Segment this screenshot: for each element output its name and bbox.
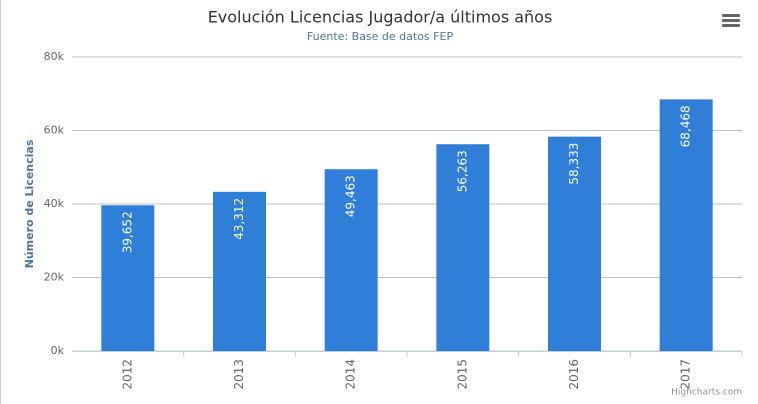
data-label: 56,263 bbox=[455, 150, 469, 192]
chart-title: Evolución Licencias Jugador/a últimos añ… bbox=[208, 8, 553, 27]
chart-subtitle: Fuente: Base de datos FEP bbox=[307, 30, 454, 43]
y-tick-label: 80k bbox=[44, 50, 65, 63]
x-tick-label: 2013 bbox=[232, 359, 246, 390]
y-axis-label: Número de Licencias bbox=[23, 139, 36, 268]
x-tick-label: 2012 bbox=[120, 359, 134, 390]
bar bbox=[659, 99, 713, 351]
bar bbox=[436, 144, 490, 351]
y-tick-label: 0k bbox=[51, 344, 65, 357]
data-label: 39,652 bbox=[120, 211, 134, 253]
y-tick-label: 40k bbox=[44, 197, 65, 210]
y-tick-label: 60k bbox=[44, 124, 65, 137]
data-label: 49,463 bbox=[344, 175, 358, 217]
x-tick-label: 2015 bbox=[455, 359, 469, 390]
x-tick-label: 2016 bbox=[567, 359, 581, 390]
credits[interactable]: Highcharts.com bbox=[671, 388, 742, 398]
bar bbox=[324, 169, 378, 351]
x-tick-label: 2017 bbox=[679, 359, 693, 390]
x-tick-label: 2014 bbox=[344, 359, 358, 390]
data-label: 68,468 bbox=[679, 105, 693, 147]
bar bbox=[213, 191, 266, 351]
bar bbox=[101, 205, 155, 351]
y-tick-label: 20k bbox=[44, 271, 65, 284]
data-label: 58,333 bbox=[567, 143, 581, 185]
bar bbox=[548, 136, 601, 351]
data-label: 43,312 bbox=[232, 198, 246, 240]
menu-button[interactable] bbox=[722, 14, 740, 27]
